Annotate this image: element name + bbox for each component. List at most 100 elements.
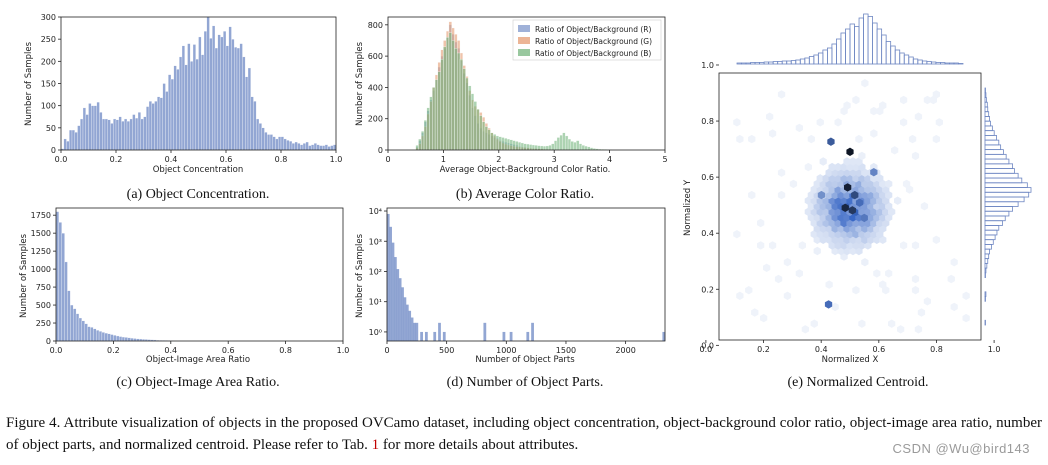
panel-d-object-parts: 0 500 1000 1500 2000 10⁰ 10¹ 10² 10³ 10⁴ Number o… (355, 207, 666, 390)
centroid-hexbin (932, 134, 940, 144)
marginal-y-bar (984, 196, 1025, 203)
centroid-hexbin (914, 112, 923, 121)
y-tick-label: 500 (36, 301, 51, 310)
caption-text-2: for more details about attributes. (379, 437, 579, 453)
concentration-bar (209, 38, 213, 151)
y-tick-label: 1250 (31, 247, 51, 256)
color-ratio-bar-series-2 (484, 126, 488, 151)
marginal-x-bar (745, 62, 751, 65)
marginal-x-bar (867, 16, 874, 65)
x-tick-label: 0.0 (700, 345, 713, 354)
marginal-y-bar (984, 168, 1015, 174)
centroid-hexbin (932, 235, 940, 244)
marginal-y-bar (984, 234, 996, 241)
panel-b-average-color-ratio: 0 1 2 3 4 5 0 200 400 600 800 Ratio of Object/Back… (355, 16, 668, 202)
concentration-bar (236, 47, 240, 151)
color-ratio-bar-series-2 (454, 48, 458, 151)
color-ratio-bar-series-2 (415, 145, 419, 151)
centroid-hexbin (900, 241, 908, 250)
parts-bar (420, 331, 423, 341)
centroid-hexbin (950, 302, 958, 312)
marginal-y-bar (984, 144, 1002, 151)
concentration-bar (148, 101, 152, 151)
concentration-bar (176, 69, 180, 151)
legend-label-0: Ratio of Object/Background (R) (535, 25, 651, 34)
concentration-bar (203, 31, 207, 151)
marginal-y-bar (984, 92, 987, 98)
marginal-x-bar (890, 45, 896, 65)
centroid-hexbin (733, 118, 741, 127)
x-tick-label: 0.8 (279, 346, 292, 355)
color-ratio-bar-series-2 (520, 142, 524, 151)
concentration-bar (170, 78, 174, 151)
parts-bar (396, 269, 400, 341)
centroid-hexbin (769, 241, 777, 250)
color-ratio-bar-series-2 (476, 109, 480, 151)
marginal-y-bar (984, 116, 990, 122)
centroid-hexbin (920, 202, 929, 211)
y-tick-label: 250 (41, 35, 56, 44)
concentration-bar (261, 127, 265, 151)
marginal-x-bar (741, 62, 747, 65)
concentration-bar (173, 65, 177, 151)
marginal-x-bar (777, 61, 783, 65)
concentration-bar (264, 132, 268, 151)
x-tick-label: 1.0 (330, 155, 343, 164)
concentration-bar (247, 67, 251, 151)
marginal-x-bar (958, 63, 964, 65)
centroid-hexbin (950, 258, 958, 267)
centroid-hexbin (828, 162, 836, 172)
marginal-x-bar (949, 62, 955, 65)
y-tick-label: 10³ (369, 237, 382, 246)
marginal-x-bar (768, 61, 774, 65)
centroid-hexbin (843, 157, 851, 166)
marginal-y-bar (984, 130, 995, 136)
marginal-x-bar (790, 60, 797, 65)
area-ratio-bar (113, 335, 117, 342)
marginal-y-bar (984, 153, 1007, 160)
concentration-bar (269, 134, 273, 151)
centroid-hexbin (858, 151, 866, 161)
parts-bar (410, 317, 414, 341)
panel-c-subcaption: (c) Object-Image Area Ratio. (116, 375, 279, 390)
centroid-hexbin (789, 179, 798, 189)
concentration-bar (121, 121, 125, 151)
y-tick-label: 100 (41, 102, 56, 111)
centroid-hexbin-peak (817, 190, 826, 200)
panel-e-hexbins (733, 79, 970, 334)
panel-b-xlabel: Average Object-Background Color Ratio. (440, 165, 611, 175)
concentration-bar (283, 138, 287, 151)
x-tick-label: 0.2 (107, 346, 120, 355)
color-ratio-bar-series-2 (559, 134, 563, 151)
concentration-bar (225, 45, 229, 151)
parts-bar (442, 331, 446, 341)
area-ratio-bar (84, 323, 88, 342)
color-ratio-bar-series-2 (548, 145, 552, 151)
concentration-bar (91, 105, 95, 151)
color-ratio-bar-series-2 (584, 145, 588, 151)
y-tick-label: 1000 (31, 265, 51, 274)
concentration-bar (82, 107, 86, 151)
marginal-x-bar (836, 38, 842, 65)
parts-bar (526, 331, 530, 341)
color-ratio-bar-series-2 (440, 59, 444, 151)
color-ratio-bar-series-2 (459, 59, 463, 151)
x-tick-label: 0.6 (220, 155, 233, 164)
centroid-hexbin (774, 274, 783, 284)
centroid-hexbin-peak (841, 203, 849, 212)
marginal-x-bar (822, 49, 828, 65)
concentration-bar (231, 39, 235, 151)
x-tick-label: 2 (496, 155, 501, 164)
concentration-bar (239, 43, 243, 151)
concentration-bar (143, 116, 147, 151)
color-ratio-bar-series-2 (542, 145, 547, 151)
area-ratio-bar (96, 330, 100, 342)
marginal-x-bar (912, 58, 919, 65)
centroid-hexbin (894, 196, 902, 205)
caption-table-ref[interactable]: 1 (371, 437, 380, 453)
panel-e-ylabel: Normalized Y (683, 179, 693, 236)
concentration-bar (140, 118, 144, 151)
concentration-bar (66, 140, 70, 151)
centroid-hexbin (917, 308, 926, 317)
x-tick-label: 0.8 (930, 345, 943, 354)
